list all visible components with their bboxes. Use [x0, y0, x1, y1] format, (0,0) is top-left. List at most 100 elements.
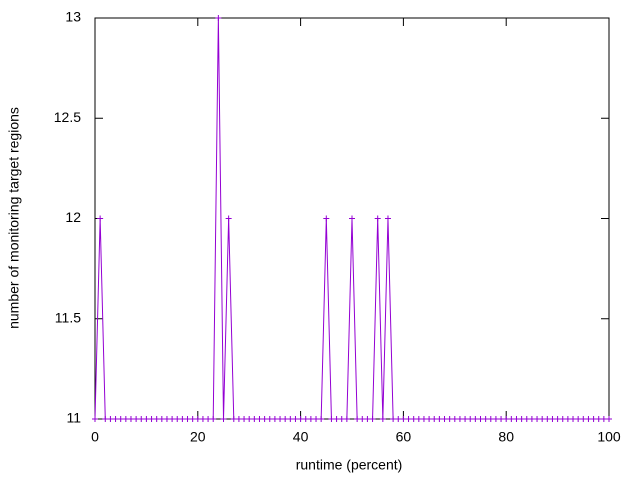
point-marker	[205, 416, 212, 422]
x-axis-label: runtime (percent)	[296, 457, 403, 473]
point-marker	[405, 416, 412, 422]
point-marker	[163, 416, 170, 422]
point-marker	[271, 416, 278, 422]
point-marker	[127, 416, 134, 422]
point-marker	[415, 416, 422, 422]
point-marker	[518, 416, 525, 422]
point-marker	[266, 416, 273, 422]
point-marker	[400, 416, 407, 422]
point-marker	[369, 416, 376, 422]
point-marker	[210, 416, 217, 422]
point-marker	[477, 416, 484, 422]
point-marker	[199, 416, 206, 422]
point-marker	[174, 416, 181, 422]
point-marker	[570, 416, 577, 422]
x-tick-label: 80	[498, 429, 514, 445]
point-marker	[549, 416, 556, 422]
point-marker	[215, 15, 222, 21]
point-marker	[395, 416, 402, 422]
point-marker	[554, 416, 561, 422]
point-marker	[92, 416, 98, 422]
x-tick-label: 60	[396, 429, 412, 445]
point-marker	[544, 416, 551, 422]
point-marker	[456, 416, 463, 422]
point-marker	[302, 416, 309, 422]
point-marker	[148, 416, 155, 422]
point-marker	[138, 416, 145, 422]
point-marker	[153, 416, 160, 422]
y-tick-label: 11	[66, 410, 81, 426]
point-marker	[503, 416, 510, 422]
point-marker	[498, 416, 505, 422]
point-marker	[487, 416, 494, 422]
point-marker	[508, 416, 515, 422]
point-marker	[374, 215, 381, 222]
y-axis-label: number of monitoring target regions	[6, 107, 22, 329]
point-marker	[189, 416, 196, 422]
point-marker	[318, 416, 325, 422]
point-marker	[323, 215, 330, 222]
point-marker	[241, 416, 248, 422]
point-marker	[194, 416, 201, 422]
point-marker	[539, 416, 546, 422]
point-marker	[343, 416, 350, 422]
point-marker	[523, 416, 530, 422]
point-marker	[431, 416, 438, 422]
point-marker	[225, 215, 232, 222]
point-marker	[492, 416, 499, 422]
point-marker	[513, 416, 520, 422]
point-marker	[179, 416, 186, 422]
point-marker	[184, 416, 191, 422]
point-marker	[256, 416, 263, 422]
point-marker	[600, 416, 607, 422]
point-marker	[251, 416, 258, 422]
point-marker	[364, 416, 371, 422]
point-marker	[482, 416, 489, 422]
point-marker	[559, 416, 566, 422]
point-marker	[580, 416, 587, 422]
point-marker	[585, 416, 592, 422]
point-marker	[169, 416, 176, 422]
x-tick-label: 20	[190, 429, 206, 445]
point-marker	[277, 416, 284, 422]
point-marker	[112, 416, 119, 422]
point-marker	[472, 416, 479, 422]
point-marker	[441, 416, 448, 422]
point-marker	[117, 416, 124, 422]
point-marker	[606, 416, 612, 422]
point-marker	[359, 416, 366, 422]
point-marker	[462, 416, 469, 422]
point-marker	[564, 416, 571, 422]
point-marker	[410, 416, 417, 422]
point-marker	[420, 416, 427, 422]
point-marker	[122, 416, 129, 422]
point-marker	[292, 416, 299, 422]
point-marker	[575, 416, 582, 422]
point-marker	[287, 416, 294, 422]
point-marker	[307, 416, 314, 422]
point-marker	[467, 416, 474, 422]
point-marker	[133, 416, 140, 422]
x-tick-label: 40	[293, 429, 309, 445]
point-marker	[333, 416, 340, 422]
point-marker	[595, 416, 602, 422]
point-marker	[349, 215, 355, 222]
point-marker	[282, 416, 289, 422]
point-marker	[390, 416, 397, 422]
point-marker	[143, 416, 150, 422]
point-marker	[235, 416, 242, 422]
point-marker	[354, 416, 361, 422]
point-marker	[313, 416, 320, 422]
point-marker	[246, 416, 253, 422]
y-tick-label: 11.5	[55, 309, 81, 325]
point-marker	[436, 416, 443, 422]
point-marker	[158, 416, 165, 422]
point-marker	[384, 215, 391, 222]
point-marker	[426, 416, 433, 422]
point-marker	[328, 416, 335, 422]
point-marker	[534, 416, 541, 422]
y-tick-label: 13	[65, 9, 81, 25]
point-marker	[379, 416, 386, 422]
point-marker	[261, 416, 268, 422]
